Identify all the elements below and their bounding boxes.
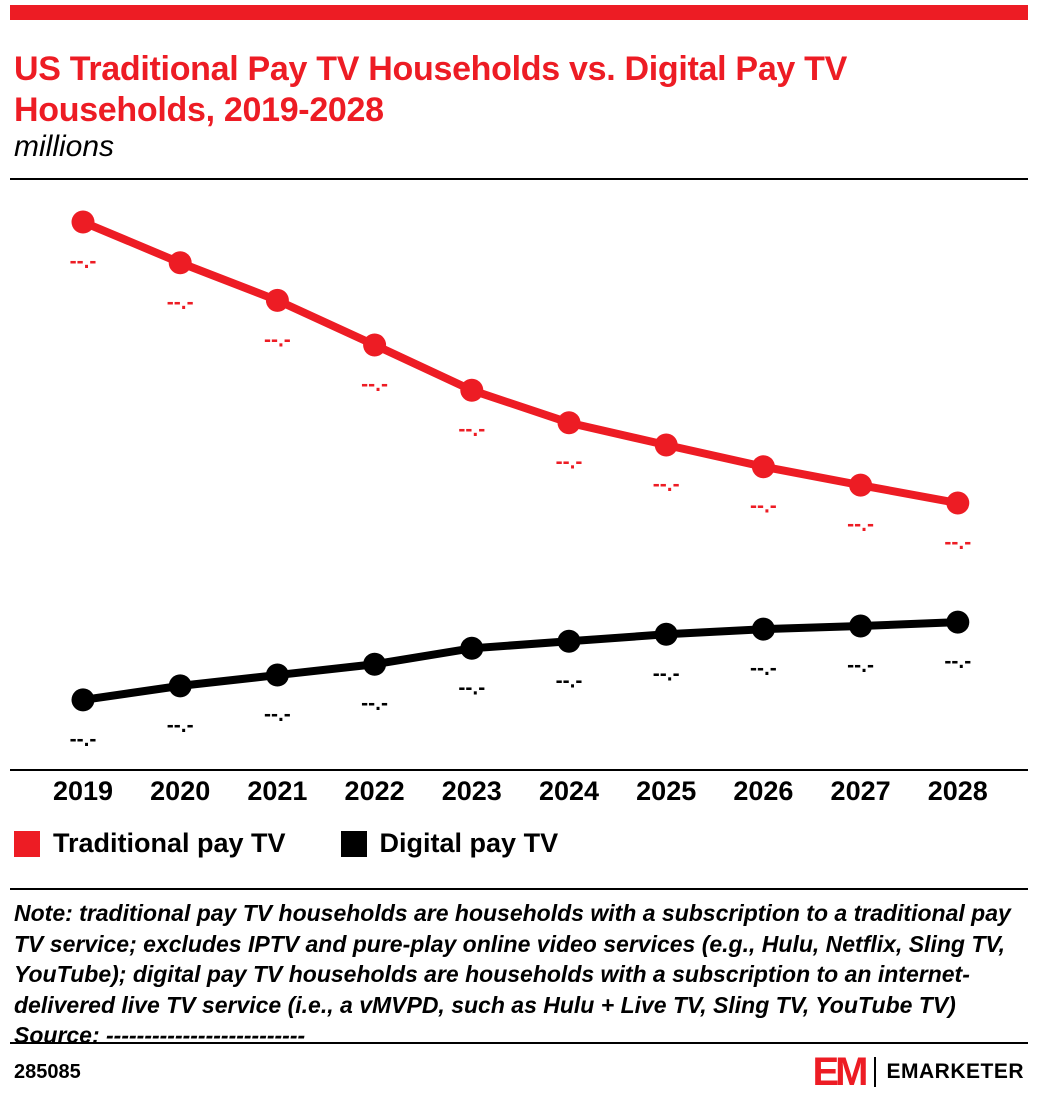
value-label: --.- — [653, 662, 680, 685]
value-label: --.- — [264, 703, 291, 726]
data-point — [557, 411, 581, 435]
data-point — [265, 288, 289, 312]
top-accent-bar — [10, 5, 1028, 20]
x-axis-label: 2026 — [733, 776, 793, 806]
footer-divider — [10, 1042, 1028, 1044]
value-label: --.- — [70, 728, 97, 751]
data-point — [654, 433, 678, 457]
x-axis-label: 2028 — [928, 776, 988, 806]
chart-id: 285085 — [14, 1060, 81, 1083]
data-point — [751, 455, 775, 479]
data-point — [460, 636, 484, 660]
value-label: --.- — [458, 676, 485, 699]
x-axis-label: 2022 — [345, 776, 405, 806]
footer: 285085 EM EMARKETER — [14, 1052, 1024, 1092]
legend-swatch-digital — [340, 830, 367, 857]
x-axis-label: 2019 — [53, 776, 113, 806]
data-point — [363, 652, 387, 676]
series-line-0 — [81, 218, 959, 507]
legend-swatch-traditional — [14, 830, 40, 857]
value-label: --.- — [361, 373, 388, 396]
legend: Traditional pay TV Digital pay TV — [14, 828, 558, 859]
data-point — [849, 473, 873, 497]
x-axis-label: 2025 — [636, 776, 696, 806]
x-axis-label: 2023 — [442, 776, 502, 806]
legend-label-traditional: Traditional pay TV — [53, 828, 286, 858]
value-label: --.- — [556, 669, 583, 692]
legend-item-traditional: Traditional pay TV — [14, 828, 286, 859]
value-label: --.- — [70, 250, 97, 273]
data-point — [557, 629, 581, 653]
data-point — [751, 617, 775, 641]
header-divider — [10, 178, 1028, 180]
x-axis-label: 2027 — [831, 776, 891, 806]
chart-title: US Traditional Pay TV Households vs. Dig… — [14, 49, 848, 129]
note-divider — [10, 888, 1028, 890]
x-axis-label: 2021 — [247, 776, 307, 806]
value-label: --.- — [750, 657, 777, 680]
data-point — [654, 622, 678, 646]
value-label: --.- — [944, 650, 971, 673]
chart-subtitle: millions — [14, 130, 115, 163]
x-axis-label: 2024 — [539, 776, 599, 806]
value-label: --.- — [750, 495, 777, 518]
series-line-1 — [82, 618, 958, 704]
value-label: --.- — [167, 291, 194, 314]
line-chart: 2019 2020 2021 2022 2023 2024 2025 2026 2027 2028… — [10, 210, 1028, 806]
x-axis-label: 2020 — [150, 776, 210, 806]
value-label: --.- — [458, 418, 485, 441]
brand-name: EMARKETER — [886, 1060, 1024, 1083]
brand-divider — [874, 1057, 877, 1087]
data-point — [265, 663, 289, 687]
data-point — [849, 614, 873, 638]
value-label: --.- — [847, 654, 874, 677]
value-label: --.- — [944, 531, 971, 554]
brand-em-mark: EM — [812, 1050, 868, 1094]
value-label: --.- — [361, 692, 388, 715]
note-text: Note: traditional pay TV households are … — [14, 900, 1011, 1018]
brand-logo: EM EMARKETER — [812, 1052, 1024, 1092]
source-text: Source: -------------------------- — [14, 1022, 306, 1049]
data-point — [168, 674, 192, 698]
data-point — [71, 688, 95, 712]
data-point — [71, 210, 95, 234]
value-label: --.- — [653, 473, 680, 496]
data-point — [168, 251, 192, 275]
value-label: --.- — [556, 451, 583, 474]
value-label: --.- — [167, 714, 194, 737]
data-point — [363, 333, 387, 357]
legend-item-digital: Digital pay TV — [340, 828, 559, 859]
data-point — [460, 378, 484, 402]
data-point — [946, 491, 970, 515]
legend-label-digital: Digital pay TV — [379, 828, 559, 858]
note-block: Note: traditional pay TV households are … — [14, 898, 1026, 1051]
value-label: --.- — [264, 328, 291, 351]
data-point — [946, 610, 970, 634]
value-label: --.- — [847, 513, 874, 536]
